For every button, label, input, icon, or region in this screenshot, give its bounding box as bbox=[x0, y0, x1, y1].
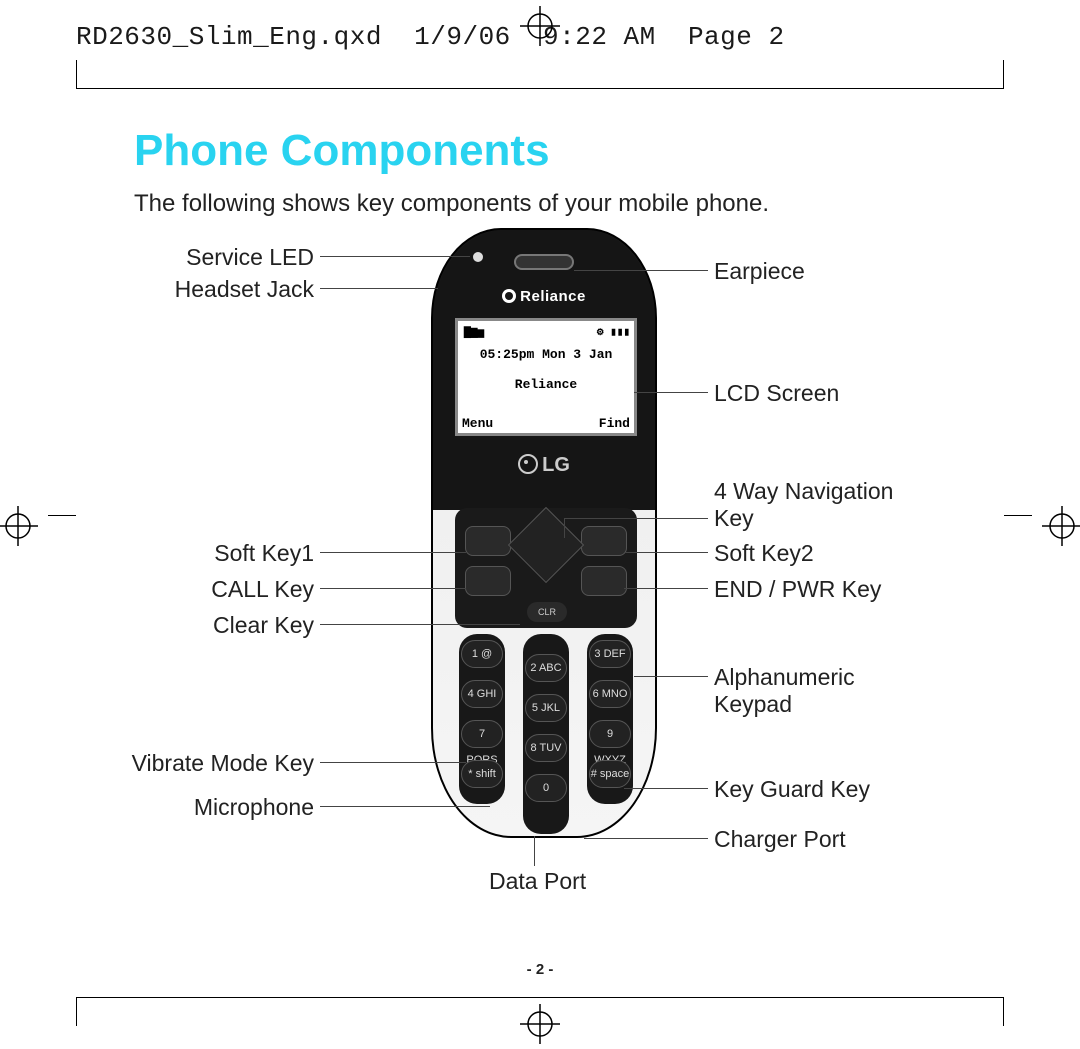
end-key bbox=[581, 566, 627, 596]
label-service-led: Service LED bbox=[174, 244, 314, 271]
registration-mark-left bbox=[0, 506, 38, 546]
leader-line bbox=[624, 588, 708, 589]
carrier-brand: Reliance bbox=[433, 288, 655, 305]
label-end-key: END / PWR Key bbox=[714, 576, 881, 603]
label-earpiece: Earpiece bbox=[714, 258, 805, 285]
key-2: 2 ABC bbox=[525, 654, 567, 682]
registration-mark-bottom bbox=[520, 1004, 560, 1044]
crop-tick bbox=[76, 998, 77, 1026]
key-5: 5 JKL bbox=[525, 694, 567, 722]
label-clear-key: Clear Key bbox=[204, 612, 314, 639]
header-date: 1/9/06 bbox=[414, 22, 511, 52]
manufacturer-logo: LG bbox=[433, 454, 655, 477]
label-microphone: Microphone bbox=[174, 794, 314, 821]
leader-line bbox=[320, 256, 470, 257]
call-key bbox=[465, 566, 511, 596]
leader-line bbox=[574, 270, 708, 271]
leader-line bbox=[584, 838, 708, 839]
crop-tick bbox=[1004, 515, 1032, 516]
leader-line bbox=[564, 518, 565, 538]
header-page: Page 2 bbox=[688, 22, 785, 52]
label-soft-key1: Soft Key1 bbox=[204, 540, 314, 567]
lcd-softkey-right: Find bbox=[599, 416, 630, 431]
label-vibrate-key: Vibrate Mode Key bbox=[124, 750, 314, 777]
header-filename: RD2630_Slim_Eng.qxd bbox=[76, 22, 382, 52]
phone-illustration: Reliance ▇▆▅ ⚙ ▮▮▮ 05:25pm Mon 3 Jan Rel… bbox=[431, 228, 657, 838]
key-star: * shift bbox=[461, 760, 503, 788]
carrier-brand-text: Reliance bbox=[520, 288, 586, 305]
lcd-carrier: Reliance bbox=[458, 377, 634, 392]
lcd-softkey-row: Menu Find bbox=[462, 416, 630, 431]
leader-line bbox=[634, 392, 708, 393]
label-keyguard: Key Guard Key bbox=[714, 776, 870, 803]
soft-key-2 bbox=[581, 526, 627, 556]
leader-line bbox=[624, 788, 708, 789]
label-lcd: LCD Screen bbox=[714, 380, 839, 407]
label-headset-jack: Headset Jack bbox=[164, 276, 314, 303]
label-charger: Charger Port bbox=[714, 826, 846, 853]
lcd-status-bar: ▇▆▅ ⚙ ▮▮▮ bbox=[462, 325, 630, 341]
leader-line bbox=[320, 552, 466, 553]
key-0: 0 bbox=[525, 774, 567, 802]
intro-text: The following shows key components of yo… bbox=[134, 190, 769, 218]
key-9: 9 WXYZ bbox=[589, 720, 631, 748]
clear-key: CLR bbox=[527, 602, 567, 622]
battery-icon: ⚙ ▮▮▮ bbox=[597, 325, 630, 339]
label-nav-key: 4 Way Navigation Key bbox=[714, 478, 893, 532]
page-title: Phone Components bbox=[134, 126, 550, 176]
manufacturer-logo-text: LG bbox=[542, 454, 570, 476]
leader-line bbox=[624, 552, 708, 553]
key-4: 4 GHI bbox=[461, 680, 503, 708]
leader-line bbox=[534, 836, 535, 866]
key-hash: # space bbox=[589, 760, 631, 788]
crop-tick bbox=[1003, 60, 1004, 88]
service-led-icon bbox=[473, 252, 483, 262]
label-soft-key2: Soft Key2 bbox=[714, 540, 814, 567]
earpiece-icon bbox=[514, 254, 574, 270]
leader-line bbox=[320, 624, 520, 625]
alphanumeric-keypad: 1 @ 4 GHI 7 PQRS * shift 2 ABC 5 JKL 8 T… bbox=[453, 634, 639, 814]
lcd-time: 05:25pm Mon 3 Jan bbox=[458, 347, 634, 362]
lcd-softkey-left: Menu bbox=[462, 416, 493, 431]
key-6: 6 MNO bbox=[589, 680, 631, 708]
key-8: 8 TUV bbox=[525, 734, 567, 762]
key-3: 3 DEF bbox=[589, 640, 631, 668]
leader-line bbox=[320, 288, 438, 289]
registration-mark-top bbox=[520, 6, 560, 46]
leader-line bbox=[320, 806, 490, 807]
print-header: RD2630_Slim_Eng.qxd 1/9/06 9:22 AM Page … bbox=[76, 22, 785, 52]
page-number: - 2 - bbox=[0, 961, 1080, 978]
crop-tick bbox=[76, 60, 77, 88]
leader-line bbox=[564, 518, 708, 519]
leader-line bbox=[320, 762, 466, 763]
crop-tick bbox=[48, 515, 76, 516]
registration-mark-right bbox=[1042, 506, 1080, 546]
navigation-key-block: CLR bbox=[455, 508, 637, 628]
leader-line bbox=[634, 676, 708, 677]
leader-line bbox=[320, 588, 466, 589]
label-call-key: CALL Key bbox=[204, 576, 314, 603]
key-7: 7 PQRS bbox=[461, 720, 503, 748]
signal-icon: ▇▆▅ bbox=[464, 325, 484, 339]
phone-diagram: Reliance ▇▆▅ ⚙ ▮▮▮ 05:25pm Mon 3 Jan Rel… bbox=[134, 228, 944, 928]
label-keypad: Alphanumeric Keypad bbox=[714, 664, 855, 718]
lcd-screen: ▇▆▅ ⚙ ▮▮▮ 05:25pm Mon 3 Jan Reliance Men… bbox=[455, 318, 637, 436]
crop-tick bbox=[1003, 998, 1004, 1026]
label-data-port: Data Port bbox=[489, 868, 586, 895]
soft-key-1 bbox=[465, 526, 511, 556]
key-1: 1 @ bbox=[461, 640, 503, 668]
